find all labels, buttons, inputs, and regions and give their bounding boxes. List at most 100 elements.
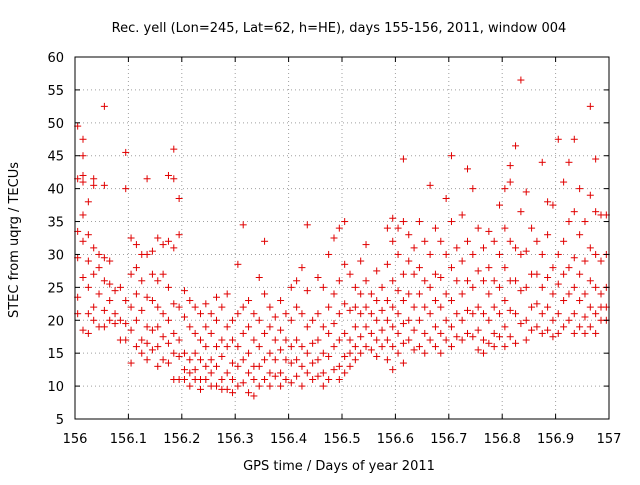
data-point bbox=[154, 343, 162, 351]
data-point bbox=[148, 346, 156, 354]
data-point bbox=[148, 297, 156, 305]
data-point bbox=[544, 198, 552, 206]
data-point bbox=[437, 237, 445, 245]
data-point bbox=[106, 257, 114, 265]
data-point bbox=[314, 273, 322, 281]
data-point bbox=[282, 310, 290, 318]
data-point bbox=[506, 162, 514, 170]
data-point bbox=[442, 290, 450, 298]
data-point bbox=[431, 343, 439, 351]
data-point bbox=[277, 297, 285, 305]
data-point bbox=[202, 343, 210, 351]
data-point bbox=[84, 231, 92, 239]
data-point bbox=[84, 257, 92, 265]
data-point bbox=[330, 343, 338, 351]
data-point bbox=[437, 303, 445, 311]
data-point bbox=[202, 362, 210, 370]
data-point bbox=[560, 237, 568, 245]
data-point bbox=[415, 218, 423, 226]
data-point bbox=[442, 195, 450, 203]
data-point bbox=[485, 316, 493, 324]
data-point bbox=[298, 264, 306, 272]
data-point bbox=[266, 303, 274, 311]
data-point bbox=[250, 392, 258, 400]
data-point bbox=[592, 250, 600, 258]
x-tick-label: 156.3 bbox=[217, 432, 254, 447]
data-point bbox=[261, 356, 269, 364]
data-point bbox=[127, 326, 135, 334]
data-point bbox=[106, 280, 114, 288]
data-point bbox=[164, 359, 172, 367]
data-point bbox=[474, 267, 482, 275]
x-tick-label: 156.4 bbox=[270, 432, 307, 447]
data-point bbox=[79, 211, 87, 219]
data-point bbox=[154, 277, 162, 285]
data-point bbox=[544, 231, 552, 239]
data-point bbox=[309, 339, 317, 347]
data-point bbox=[245, 389, 253, 397]
data-point bbox=[148, 270, 156, 278]
data-point bbox=[218, 376, 226, 384]
data-point bbox=[421, 237, 429, 245]
data-point bbox=[186, 369, 194, 377]
data-point bbox=[581, 257, 589, 265]
data-point bbox=[229, 389, 237, 397]
data-point bbox=[496, 283, 504, 291]
data-point bbox=[415, 343, 423, 351]
data-point bbox=[111, 310, 119, 318]
data-point bbox=[330, 366, 338, 374]
data-point bbox=[463, 237, 471, 245]
data-point bbox=[170, 300, 178, 308]
data-point bbox=[277, 382, 285, 390]
data-point bbox=[458, 336, 466, 344]
data-point bbox=[576, 185, 584, 193]
data-point bbox=[544, 326, 552, 334]
data-point bbox=[351, 283, 359, 291]
data-point bbox=[213, 293, 221, 301]
y-tick-label: 25 bbox=[47, 281, 64, 296]
data-point bbox=[293, 372, 301, 380]
data-point bbox=[421, 277, 429, 285]
data-point bbox=[186, 356, 194, 364]
data-point bbox=[293, 277, 301, 285]
data-point bbox=[512, 244, 520, 252]
data-point bbox=[549, 201, 557, 209]
data-point bbox=[261, 237, 269, 245]
data-point bbox=[565, 316, 573, 324]
data-point bbox=[100, 277, 108, 285]
data-point bbox=[469, 333, 477, 341]
x-tick-label: 156.6 bbox=[377, 432, 414, 447]
data-point bbox=[570, 208, 578, 216]
data-point bbox=[218, 336, 226, 344]
data-point bbox=[218, 303, 226, 311]
data-point bbox=[234, 362, 242, 370]
data-point bbox=[234, 310, 242, 318]
data-point bbox=[463, 165, 471, 173]
data-point bbox=[453, 310, 461, 318]
data-point bbox=[362, 343, 370, 351]
data-point bbox=[453, 244, 461, 252]
data-point bbox=[261, 290, 269, 298]
data-point bbox=[255, 343, 263, 351]
data-point bbox=[437, 329, 445, 337]
data-point bbox=[277, 346, 285, 354]
data-point bbox=[394, 349, 402, 357]
data-point bbox=[346, 336, 354, 344]
data-point bbox=[560, 297, 568, 305]
data-point bbox=[458, 290, 466, 298]
data-point bbox=[325, 329, 333, 337]
data-point bbox=[314, 310, 322, 318]
data-point bbox=[549, 264, 557, 272]
data-point bbox=[84, 198, 92, 206]
data-point bbox=[335, 310, 343, 318]
data-point bbox=[517, 320, 525, 328]
data-point bbox=[330, 290, 338, 298]
data-point bbox=[362, 241, 370, 249]
data-point bbox=[463, 277, 471, 285]
data-point bbox=[245, 369, 253, 377]
data-point bbox=[335, 376, 343, 384]
data-point bbox=[415, 264, 423, 272]
data-point bbox=[95, 250, 103, 258]
data-point bbox=[79, 135, 87, 143]
data-point bbox=[95, 290, 103, 298]
